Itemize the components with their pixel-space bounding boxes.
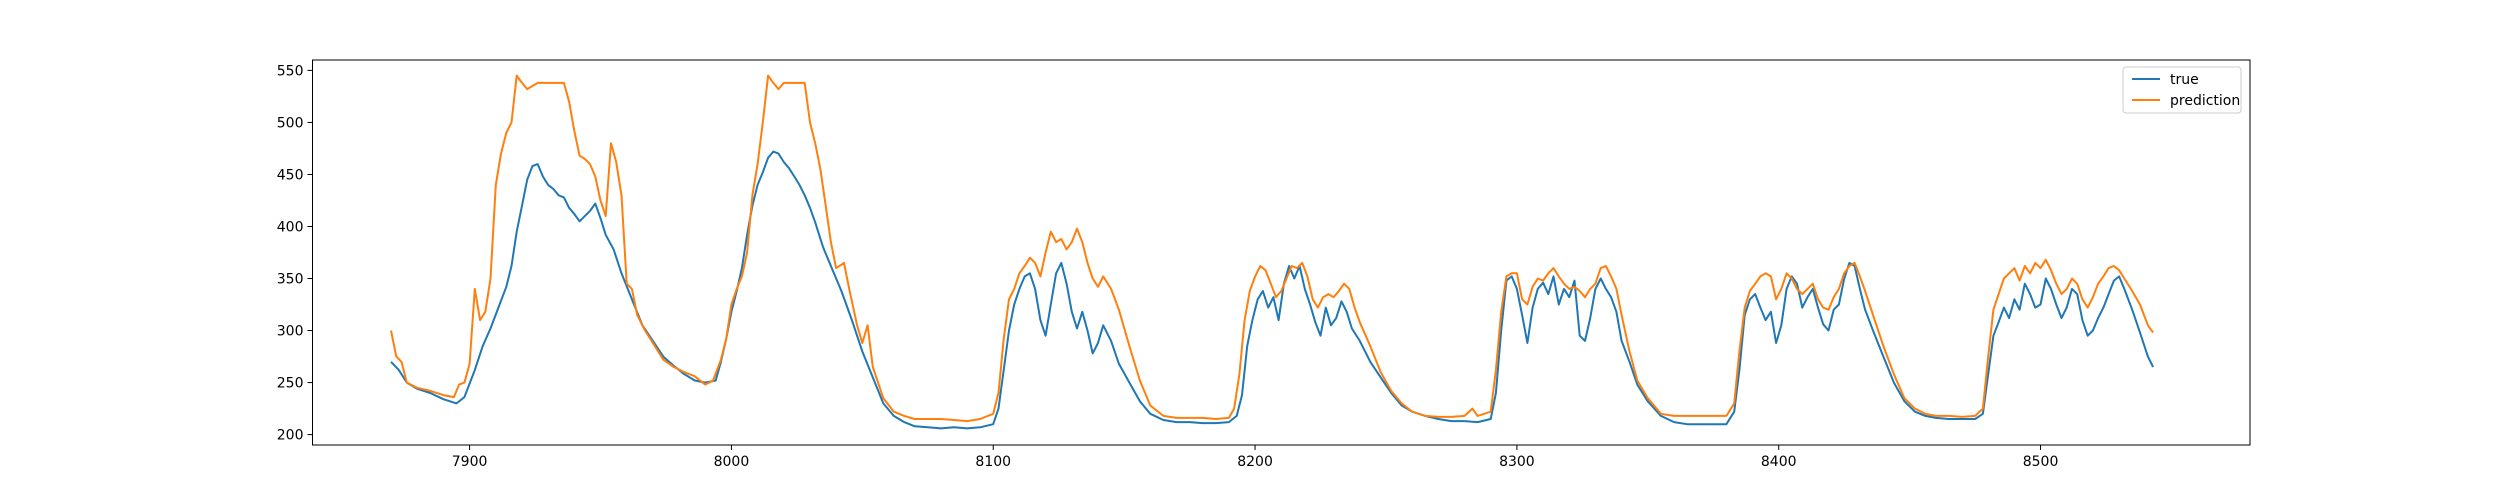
x-axis: 7900 8000 8100 8200 8300 8400 8500	[452, 445, 2059, 470]
y-tick-label: 200	[277, 428, 304, 444]
y-axis: 200 250 300 350 400 450 500 550	[277, 63, 313, 444]
y-tick-label: 300	[277, 324, 304, 340]
legend-label-true: true	[2170, 72, 2199, 88]
series-line-true	[390, 150, 2154, 430]
y-tick-label: 250	[277, 376, 304, 392]
y-tick-label: 550	[277, 63, 304, 79]
x-tick-label: 8100	[975, 454, 1011, 470]
series-line-prediction	[390, 74, 2154, 423]
series-layer	[390, 74, 2154, 430]
x-tick-label: 7900	[452, 454, 488, 470]
y-tick-label: 400	[277, 219, 304, 235]
x-tick-label: 8300	[1499, 454, 1535, 470]
legend: true prediction	[2122, 66, 2242, 114]
x-tick-label: 8500	[2023, 454, 2059, 470]
plot-area	[312, 60, 2250, 445]
x-tick-label: 8000	[714, 454, 750, 470]
plot-frame	[312, 59, 2251, 446]
x-tick-label: 8200	[1237, 454, 1273, 470]
x-tick-label: 8400	[1761, 454, 1797, 470]
legend-label-prediction: prediction	[2170, 93, 2240, 109]
y-tick-label: 500	[277, 115, 304, 131]
y-tick-label: 350	[277, 272, 304, 288]
y-tick-label: 450	[277, 167, 304, 183]
